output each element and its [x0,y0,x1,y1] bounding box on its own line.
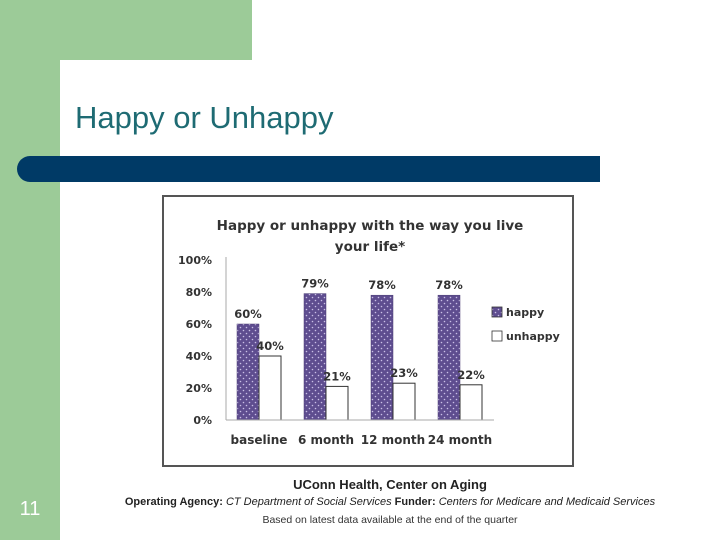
footer-agency-line: Operating Agency: CT Department of Socia… [60,496,720,508]
x-tick-label: baseline [231,433,288,447]
legend-swatch-unhappy [491,330,503,342]
bar-chart: Happy or unhappy with the way you live y… [178,218,560,447]
bar-unhappy [392,382,416,421]
x-tick-label: 6 month [298,433,354,447]
y-tick-label: 0% [193,414,212,427]
chart-legend: happy unhappy [491,306,560,343]
bar-value-label: 23% [390,366,418,380]
bar-happy [370,294,394,421]
bar-value-label: 22% [457,368,485,382]
y-tick-label: 20% [186,382,212,395]
y-axis: 0% 20% 40% 60% 80% 100% [178,254,227,427]
agency-value: CT Department of Social Services [225,496,392,508]
bar-value-label: 60% [234,307,262,321]
bar-value-label: 79% [301,277,329,291]
bar-value-label: 78% [368,278,396,292]
bar-happy [303,293,327,421]
chart-title-line-1: Happy or unhappy with the way you live [217,218,524,234]
legend-label-happy: happy [506,306,544,319]
bar-unhappy [325,385,349,421]
footer-note: Based on latest data available at the en… [262,514,518,526]
chart-frame: Happy or unhappy with the way you live y… [162,195,574,467]
bar-series: 60% 40% 79% 21% 78% 23% 78% 22% [234,277,485,421]
y-tick-label: 80% [186,286,212,299]
title-underline-bar [17,156,600,182]
bar-unhappy [459,384,483,421]
footer-organization: UConn Health, Center on Aging [293,477,487,492]
legend-swatch-happy [491,306,503,318]
funder-label: Funder: [394,496,436,508]
x-tick-label: 12 month [361,433,425,447]
left-decor-band [0,0,60,540]
chart-title-line-2: your life* [335,239,405,255]
funder-value: Centers for Medicare and Medicaid Servic… [438,496,656,508]
bar-unhappy [258,355,282,421]
bar-value-label: 78% [435,278,463,292]
bar-happy [437,294,461,421]
bar-value-label: 40% [256,339,284,353]
slide-title: Happy or Unhappy [75,100,334,135]
legend-label-unhappy: unhappy [506,330,560,343]
bar-value-label: 21% [323,369,351,383]
y-tick-label: 60% [186,318,212,331]
slide-number: 11 [19,498,41,520]
x-axis-labels: baseline 6 month 12 month 24 month [226,419,494,447]
agency-label: Operating Agency: [124,496,223,508]
x-tick-label: 24 month [428,433,492,447]
y-tick-label: 40% [186,350,212,363]
top-decor-band [0,0,252,60]
y-tick-label: 100% [178,254,212,267]
